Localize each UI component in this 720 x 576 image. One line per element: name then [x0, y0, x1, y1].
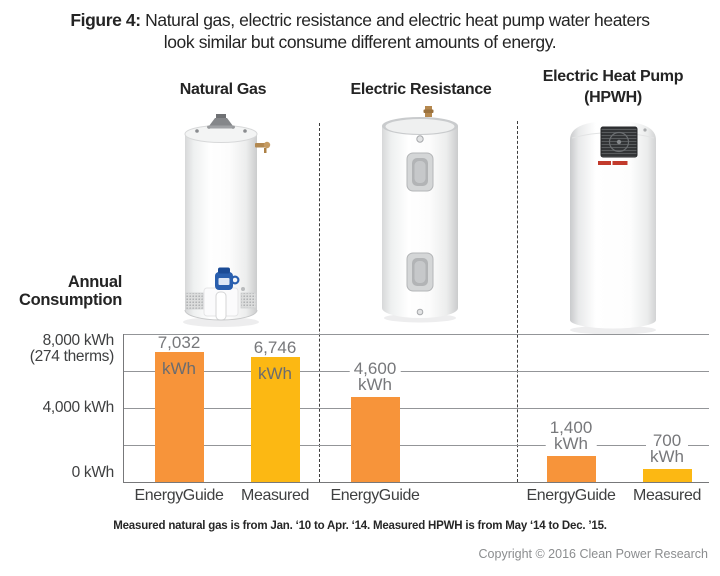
gridline-8000 — [124, 334, 709, 335]
gridline-6000 — [124, 371, 709, 372]
fan-icon — [608, 131, 630, 153]
bar-heat-pump-measured — [643, 469, 692, 482]
column-header-electric-resistance: Electric Resistance — [350, 81, 492, 98]
section-divider-1 — [319, 123, 320, 482]
column-header-heat-pump: Electric Heat Pump (HPWH) — [542, 66, 684, 108]
section-divider-2 — [517, 121, 518, 482]
column-header-heat-pump-line2: (HPWH) — [584, 89, 642, 106]
brass-inlet-fitting — [423, 106, 434, 117]
bottom-screw — [416, 308, 424, 316]
figure-title-text: Natural gas, electric resistance and ele… — [140, 10, 650, 30]
y-tick-line: 4,000 kWh — [42, 399, 115, 416]
pilot-fitting — [241, 287, 245, 291]
bar-electric-resistance-energyguide — [351, 397, 400, 482]
bar-value-number: 4,600 — [353, 359, 397, 378]
category-label-heat-pump-energyguide: EnergyGuide — [526, 487, 616, 504]
brand-logo-strip — [598, 161, 628, 165]
column-header-natural-gas: Natural Gas — [179, 81, 267, 98]
tank-body — [382, 126, 458, 318]
air-intake-grille-left — [185, 292, 204, 310]
gas-control-valve — [215, 267, 240, 290]
bar-value-unit: kWh — [553, 433, 588, 453]
top-screw — [643, 128, 647, 132]
heat-pump-water-heater-image — [570, 121, 656, 335]
electric-resistance-water-heater-image — [382, 106, 458, 323]
gridline-2000 — [124, 445, 709, 446]
bar-value-heat-pump-measured: 700 kWh — [646, 432, 688, 465]
bar-natural-gas-measured — [251, 357, 300, 482]
base-rim — [184, 309, 258, 321]
bar-value-unit: kWh — [357, 374, 392, 394]
bar-heat-pump-energyguide — [547, 456, 596, 482]
y-tick-8000: 8,000 kWh (274 therms) — [29, 332, 115, 365]
y-axis-title: Annual Consumption — [19, 273, 122, 309]
chart-plot: 7,032 kWh EnergyGuide 6,746 kWh Measured 4,600… — [123, 333, 709, 504]
gridline-4000 — [124, 408, 709, 409]
y-tick-line: (274 therms) — [29, 347, 115, 365]
figure-number: Figure 4: — [70, 10, 141, 30]
flue-vent-cap — [207, 114, 235, 129]
tank-body — [570, 121, 656, 329]
tank-lid — [385, 119, 455, 134]
bar-unit-natural-gas-measured: kWh — [258, 364, 292, 383]
bar-unit-natural-gas-energyguide: kWh — [162, 359, 196, 378]
natural-gas-water-heater-image — [183, 114, 271, 327]
bar-value-natural-gas-energyguide: 7,032 — [157, 333, 201, 352]
category-label-electric-resistance-energyguide: EnergyGuide — [330, 487, 420, 504]
bar-value-number: 700 — [652, 431, 682, 450]
upper-element-panel — [406, 152, 434, 192]
category-label-natural-gas-energyguide: EnergyGuide — [134, 487, 224, 504]
heater-shadow — [183, 317, 259, 327]
lid-fittings — [195, 126, 247, 133]
copyright: Copyright © 2016 Clean Power Research — [478, 547, 708, 561]
figure-title-line2: look similar but consume different amoun… — [163, 32, 557, 52]
category-label-natural-gas-measured: Measured — [241, 487, 309, 504]
y-tick-line: 8,000 kWh — [42, 332, 115, 349]
figure-title-line1: Figure 4: Natural gas, electric resistan… — [0, 9, 720, 31]
bar-value-natural-gas-measured: 6,746 — [253, 338, 297, 357]
y-axis-title-line2: Consumption — [18, 291, 122, 309]
heat-pump-grille — [600, 126, 638, 158]
y-tick-line: 0 kWh — [71, 464, 115, 481]
footnote: Measured natural gas is from Jan. ‘10 to… — [113, 520, 607, 532]
bar-value-unit: kWh — [650, 446, 684, 466]
y-axis-title-line1: Annual — [67, 273, 122, 291]
drain-pipe — [215, 291, 227, 321]
column-header-heat-pump-line1: Electric Heat Pump — [542, 68, 684, 85]
y-tick-4000: 4,000 kWh — [42, 399, 115, 416]
y-tick-0: 0 kWh — [71, 464, 115, 481]
air-intake-grille-right — [240, 292, 257, 309]
lower-element-panel — [406, 252, 434, 292]
bar-value-electric-resistance-energyguide: 4,600 kWh — [349, 359, 401, 394]
figure-title: Figure 4: Natural gas, electric resistan… — [0, 9, 720, 53]
tank-body — [185, 134, 257, 320]
top-screw — [416, 135, 424, 143]
heater-shadow — [570, 325, 656, 335]
y-axis-ticks: 8,000 kWh (274 therms) 4,000 kWh 0 kWh — [0, 332, 118, 482]
bar-value-number: 1,400 — [549, 418, 593, 437]
bar-value-heat-pump-energyguide: 1,400 kWh — [545, 418, 597, 453]
bar-natural-gas-energyguide — [155, 352, 204, 482]
brass-relief-valve — [255, 141, 271, 153]
category-label-heat-pump-measured: Measured — [633, 487, 701, 504]
